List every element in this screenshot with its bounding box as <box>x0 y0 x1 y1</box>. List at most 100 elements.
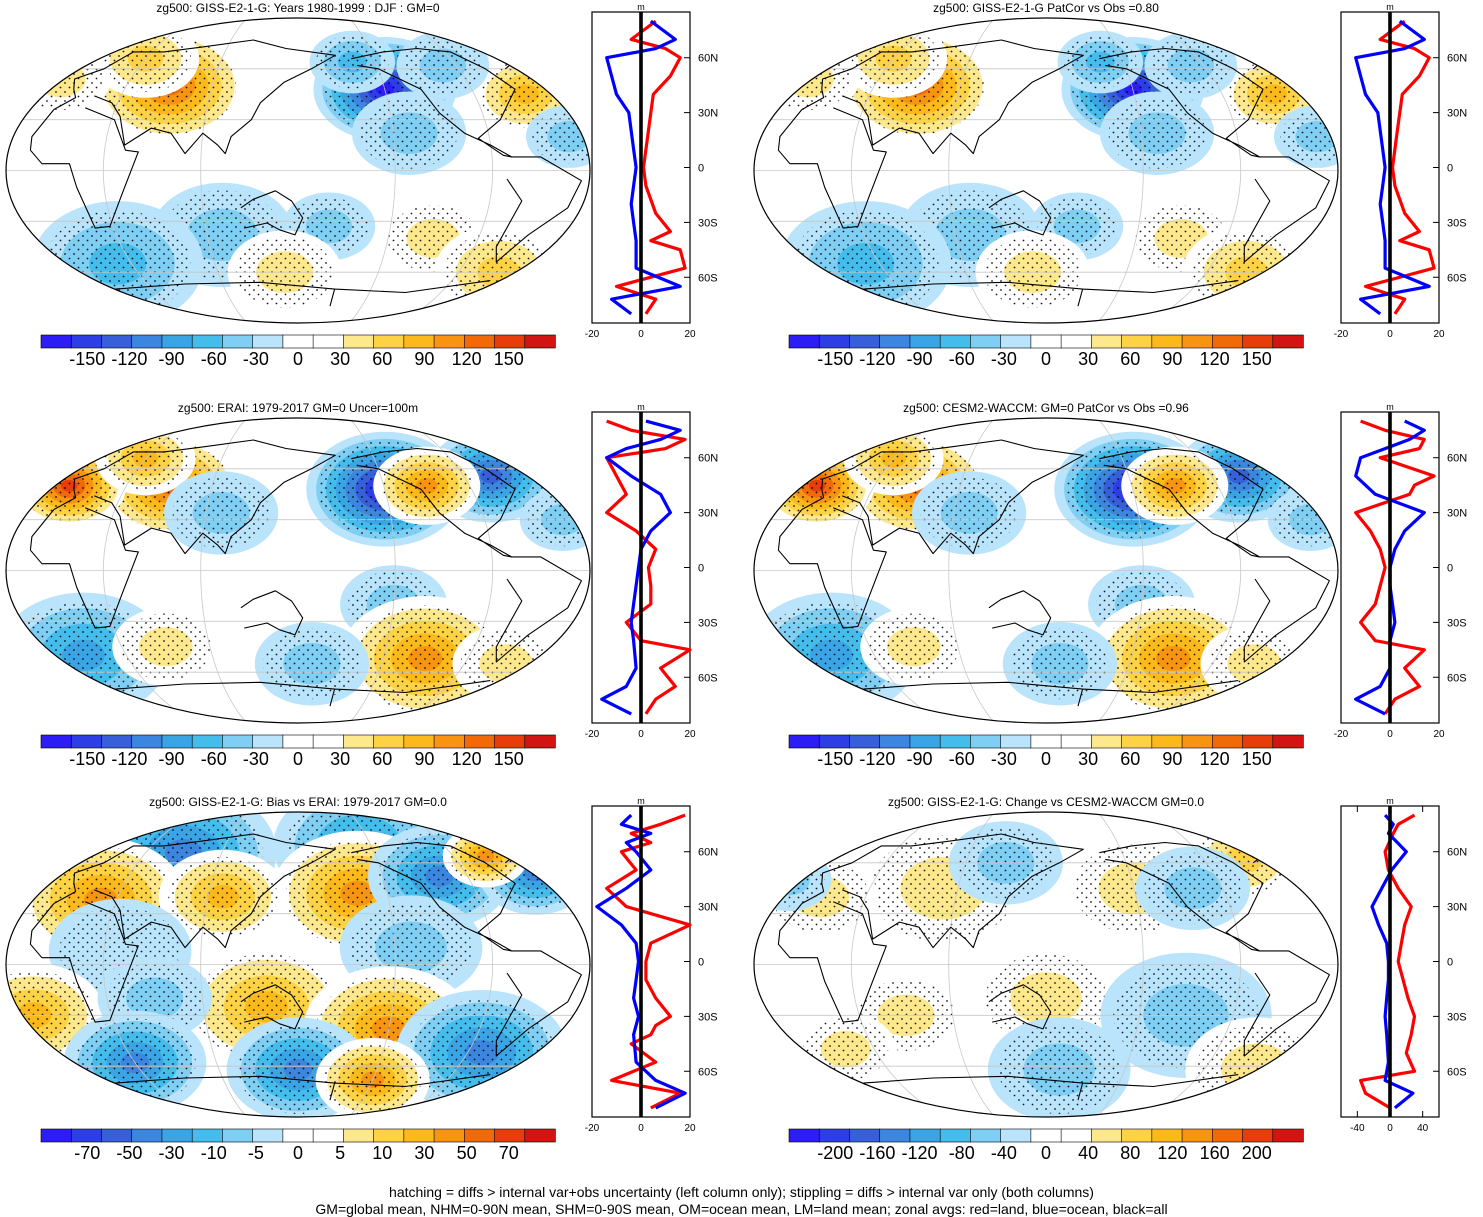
colorbar-swatch <box>70 334 103 349</box>
profile-lat-label: 30N <box>1447 508 1467 520</box>
panel-title: zg500: CESM2-WACCM: GM=0 PatCor vs Obs =… <box>903 401 1189 415</box>
profile-x-tick-label: 20 <box>1433 329 1445 340</box>
colorbar-tick-label: 0 <box>1041 349 1051 369</box>
colorbar-tick-label: -90 <box>159 749 185 769</box>
zonal-profile: m -20 0 20 60N 30N 0 30S 60S <box>585 796 718 1134</box>
coastline <box>801 439 1084 555</box>
coastline <box>863 1074 1239 1101</box>
colorbar-tick-label: -120 <box>111 349 147 369</box>
coastline <box>1243 950 1330 1057</box>
colorbar-swatch <box>849 334 881 349</box>
profile-x-tick-label: 0 <box>1387 1123 1393 1134</box>
profile-lat-label: 60N <box>1447 453 1467 465</box>
stippling <box>766 47 852 111</box>
colorbar-tick-label: 150 <box>1242 749 1272 769</box>
footer-mean-legend: GM=global mean, NHM=0-90N mean, SHM=0-90… <box>315 1201 1168 1217</box>
colorbar-tick-label: -200 <box>817 1143 853 1163</box>
colorbar-swatch <box>222 334 254 349</box>
profile-x-tick-label: -20 <box>585 329 600 340</box>
colorbar-tick-label: 0 <box>293 349 303 369</box>
stippling <box>360 97 458 169</box>
coastline <box>988 590 1052 636</box>
colorbar-tick-label: 5 <box>335 1143 345 1163</box>
colorbar-swatch <box>1000 334 1032 349</box>
profile-lat-label: 0 <box>698 163 704 175</box>
colorbar-tick-label: 60 <box>1120 749 1140 769</box>
profile-unit: m <box>1386 796 1394 806</box>
ocean-profile-line <box>1354 19 1431 316</box>
stippling <box>403 36 483 95</box>
profile-lat-label: 60S <box>698 1066 718 1078</box>
colorbar-tick-label: -150 <box>69 749 105 769</box>
colorbar-swatch <box>282 334 314 349</box>
graticule-meridian <box>200 18 247 323</box>
colorbar-swatch <box>1211 1128 1244 1143</box>
coastline <box>863 680 1239 707</box>
profile-lat-label: 30N <box>698 108 718 120</box>
zonal-profile: m -40 0 40 60N 30N 0 30S 60S <box>1340 796 1467 1134</box>
coastline <box>115 1074 491 1101</box>
colorbar-swatch <box>312 334 345 349</box>
colorbar-tick-label: 30 <box>330 349 350 369</box>
profile-unit: m <box>1386 2 1394 12</box>
colorbar-swatch <box>252 1128 284 1143</box>
colorbar-swatch <box>1060 734 1093 749</box>
stippling <box>172 477 270 549</box>
stippling <box>460 630 552 697</box>
coastline <box>29 901 139 1023</box>
colorbar-swatch <box>970 734 1002 749</box>
profile-x-tick-label: 0 <box>638 729 644 740</box>
coastline <box>777 507 887 629</box>
ocean-profile-line <box>1370 814 1415 1110</box>
colorbar-swatch <box>1030 334 1062 349</box>
stippling <box>1144 852 1242 924</box>
colorbar-swatch <box>1030 1128 1062 1143</box>
colorbar-swatch <box>70 1128 103 1143</box>
profile-lat-label: 60S <box>1447 672 1467 684</box>
profile-x-tick-label: 0 <box>638 329 644 340</box>
colorbar-swatch <box>101 334 133 349</box>
colorbar-swatch <box>312 1128 345 1143</box>
profile-lat-label: 60N <box>698 847 718 859</box>
map-border <box>5 811 591 1118</box>
profile-lat-label: 0 <box>1447 563 1453 575</box>
colorbar-tick-label: 70 <box>499 1143 519 1163</box>
coastline <box>53 833 336 949</box>
colorbar-swatch <box>161 334 193 349</box>
coastline <box>1099 841 1264 952</box>
stippling <box>18 47 104 111</box>
colorbar-swatch <box>849 1128 881 1143</box>
coastline <box>988 984 1052 1030</box>
profile-lat-label: 60S <box>698 672 718 684</box>
colorbar-swatch <box>463 334 496 349</box>
coastline <box>863 280 1239 307</box>
colorbar-swatch <box>1030 734 1062 749</box>
profile-x-tick-label: -20 <box>1334 729 1349 740</box>
colorbar-swatch <box>282 1128 314 1143</box>
colorbar-swatch <box>343 1128 375 1143</box>
coastline <box>351 47 516 158</box>
colorbar-tick-label: 50 <box>457 1143 477 1163</box>
colorbar-swatch <box>1272 334 1304 349</box>
profile-lat-label: 30N <box>698 508 718 520</box>
colorbar-swatch <box>494 734 526 749</box>
colorbar-swatch <box>1242 1128 1274 1143</box>
coastline <box>1243 156 1330 263</box>
colorbar-swatch <box>433 334 465 349</box>
colorbar-swatch <box>1000 1128 1032 1143</box>
colorbar-swatch <box>403 1128 435 1143</box>
colorbar-swatch <box>222 1128 254 1143</box>
colorbar-tick-label: 30 <box>414 1143 434 1163</box>
colorbar-swatch <box>1211 734 1244 749</box>
colorbar-tick-label: 90 <box>1162 749 1182 769</box>
stippling <box>1129 452 1221 520</box>
colorbar-swatch <box>101 734 133 749</box>
colorbar-swatch <box>788 1128 820 1143</box>
colorbar-swatch <box>788 334 820 349</box>
stippling <box>803 1018 889 1081</box>
graticule-meridian <box>400 418 494 723</box>
colorbar-tick-label: -90 <box>159 349 185 369</box>
graticule-meridian <box>1148 18 1242 323</box>
colorbar-tick-label: -60 <box>201 749 227 769</box>
profile-unit: m <box>637 2 645 12</box>
